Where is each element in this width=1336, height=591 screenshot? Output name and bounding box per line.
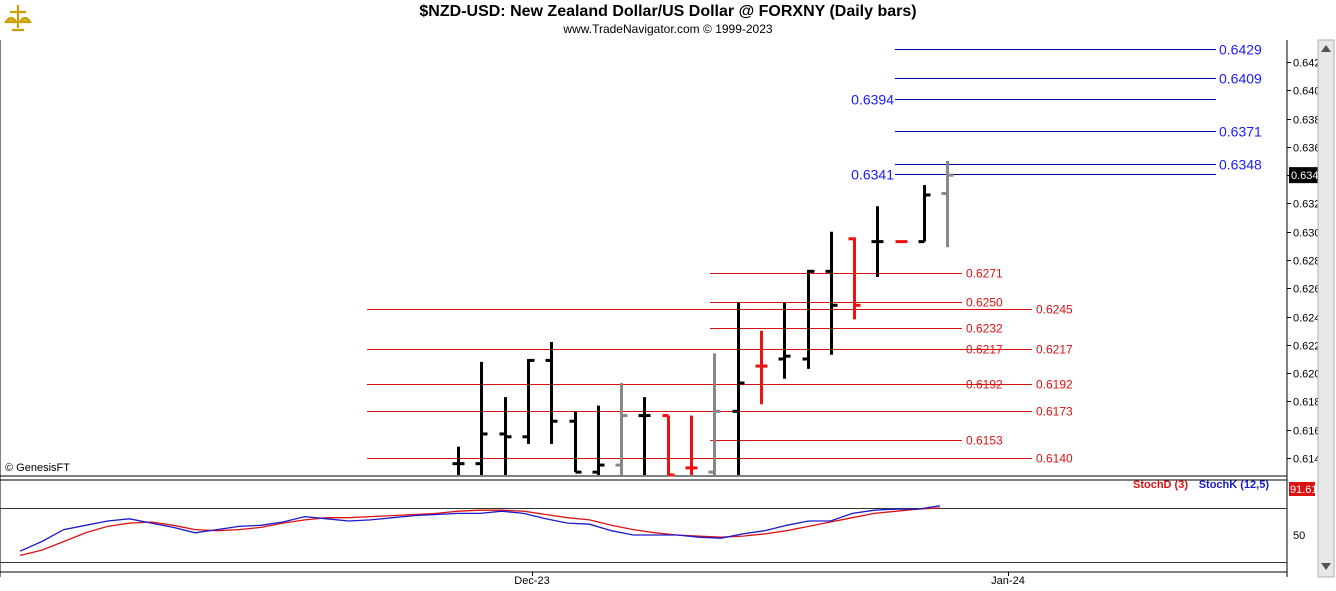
ohlc-bar	[592, 405, 605, 475]
projection-label: 0.6409	[1219, 71, 1262, 87]
retracement-label: 0.6192	[1036, 378, 1073, 392]
projection-label: 0.6394	[851, 92, 894, 108]
retracement-label: 0.6217	[1036, 343, 1073, 357]
chart-subtitle: www.TradeNavigator.com © 1999-2023	[563, 22, 773, 36]
chart-frame	[0, 40, 1288, 577]
price-levels: 0.6429 0.6409 0.6394 0.6371 0.6348 0.6341 0.62…	[367, 42, 1262, 466]
retracement-label: 0.6173	[1036, 405, 1073, 419]
legend-stoch-k: StochK (12,5)	[1199, 479, 1270, 491]
last-price-label: 0.6340	[1291, 170, 1325, 182]
ohlc-bar	[802, 269, 815, 369]
stoch-last-label: 91.61	[1290, 484, 1318, 496]
retracement-label: 0.6250	[966, 296, 1003, 310]
ohlc-bar	[638, 397, 651, 475]
projection-label: 0.6348	[1219, 157, 1262, 173]
legend-stoch-d: StochD (3)	[1133, 479, 1188, 491]
retracement-label: 0.6153	[966, 434, 1003, 448]
retracement-label: 0.6245	[1036, 303, 1073, 317]
ohlc-bar	[615, 383, 628, 475]
projection-label: 0.6429	[1219, 42, 1262, 58]
stoch-d-line	[19, 507, 941, 557]
price-bars	[452, 161, 954, 477]
stoch-k-line	[19, 505, 941, 552]
ohlc-bar	[499, 397, 512, 475]
date-axis: Dec-23 Jan-24	[514, 572, 1025, 587]
projection-label: 0.6371	[1219, 124, 1262, 140]
ohlc-bar	[848, 237, 861, 320]
ohlc-bar	[545, 342, 558, 444]
ohlc-bar	[732, 302, 745, 475]
stoch-tick-label: 50	[1293, 530, 1305, 542]
ohlc-bar	[871, 206, 884, 277]
retracement-label: 0.6232	[966, 322, 1003, 336]
scrollbar-track[interactable]	[1317, 39, 1335, 578]
ohlc-bar	[825, 231, 838, 355]
x-tick-label: Jan-24	[991, 575, 1025, 587]
ohlc-bar	[522, 358, 535, 444]
ohlc-bar	[941, 161, 954, 248]
ohlc-bar	[918, 185, 931, 244]
ohlc-bar	[662, 414, 675, 477]
retracement-label: 0.6140	[1036, 452, 1073, 466]
projection-label: 0.6341	[851, 167, 894, 183]
ohlc-bar	[569, 411, 582, 474]
ohlc-bar	[475, 361, 488, 475]
ohlc-bar	[778, 302, 791, 379]
stoch-last-box	[1289, 482, 1315, 496]
vertical-scrollbar[interactable]	[1317, 39, 1335, 578]
scroll-up-arrow-icon[interactable]	[1321, 45, 1331, 52]
stochastic-panel: 50 StochD (3) StochK (12,5) 91.61	[0, 479, 1318, 563]
ohlc-bar	[452, 446, 465, 475]
x-tick-label: Dec-23	[514, 575, 549, 587]
credit-text: © GenesisFT	[5, 462, 70, 474]
ohlc-bar	[708, 353, 721, 475]
retracement-label: 0.6271	[966, 267, 1003, 281]
scroll-down-arrow-icon[interactable]	[1321, 563, 1331, 570]
logo-icon	[2, 2, 34, 39]
chart-title: $NZD-USD: New Zealand Dollar/US Dollar @…	[419, 3, 917, 20]
ohlc-bar	[755, 330, 768, 405]
ohlc-bar	[685, 415, 698, 475]
